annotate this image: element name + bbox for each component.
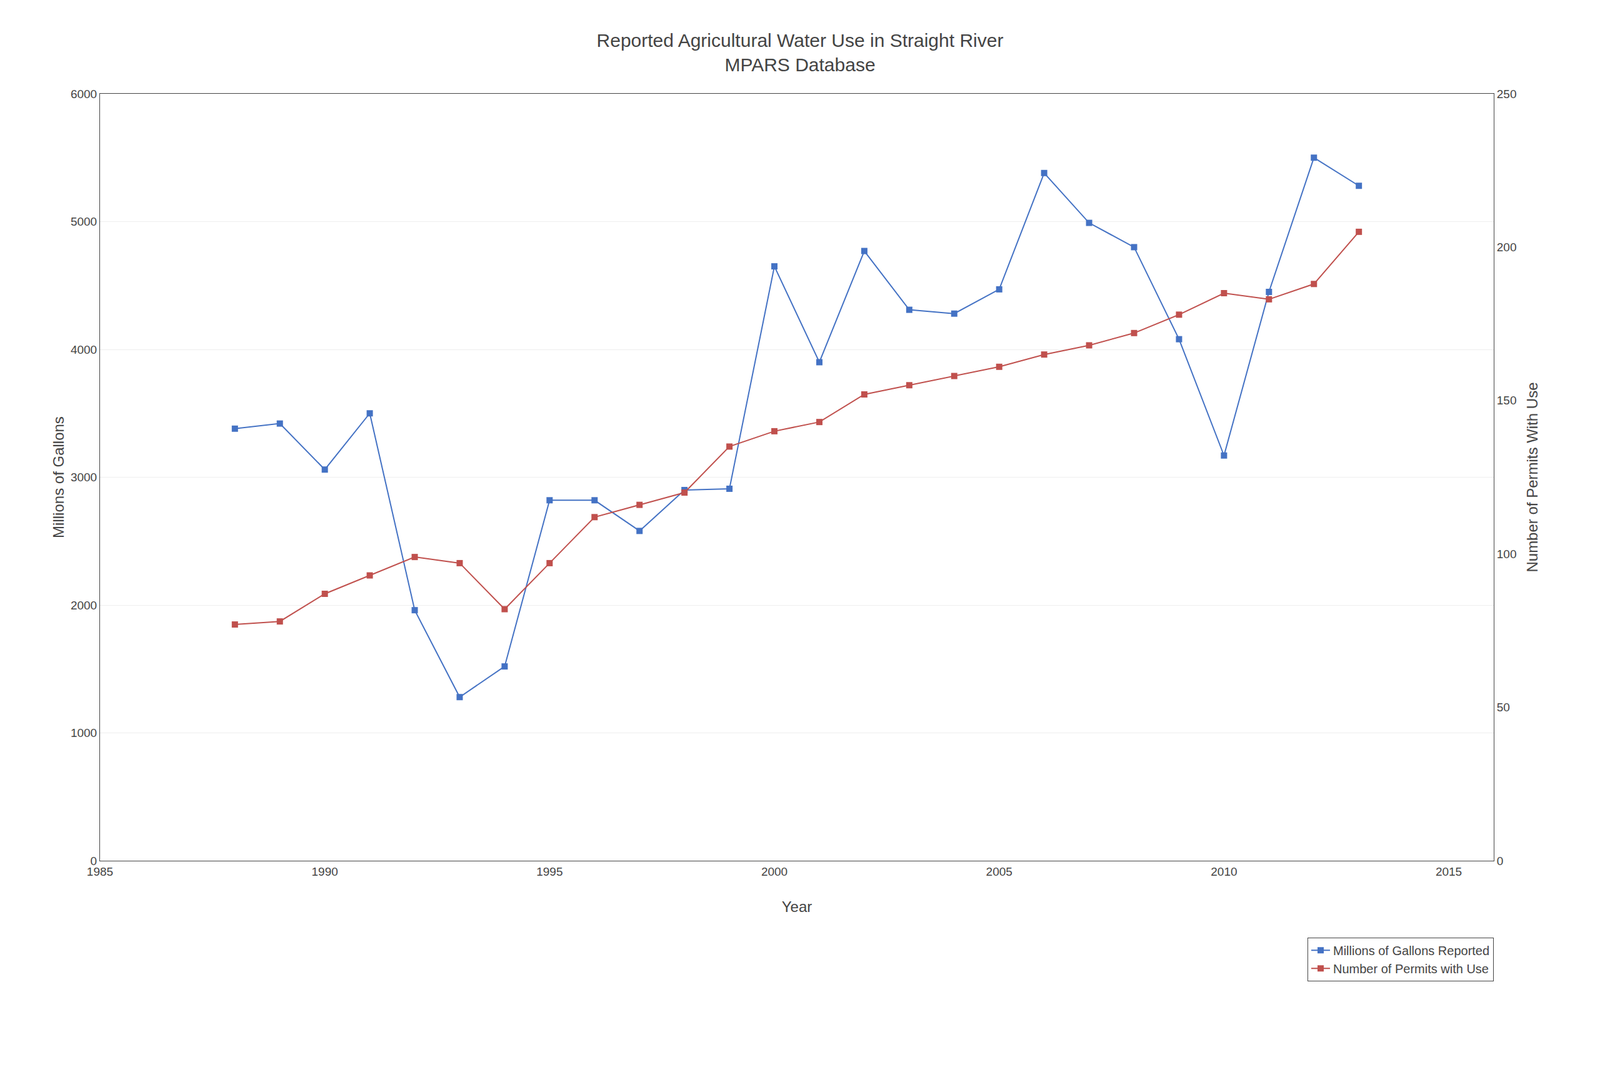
svg-text:6000: 6000 xyxy=(70,87,97,101)
svg-text:2000: 2000 xyxy=(70,598,97,612)
svg-text:2000: 2000 xyxy=(761,865,788,879)
svg-text:Millions of Gallons: Millions of Gallons xyxy=(50,416,67,539)
svg-text:Year: Year xyxy=(781,898,813,915)
svg-text:0: 0 xyxy=(1496,854,1504,868)
svg-text:1995: 1995 xyxy=(536,865,563,879)
svg-text:Number of Permits With Use: Number of Permits With Use xyxy=(1523,381,1541,572)
svg-text:3000: 3000 xyxy=(70,470,97,484)
svg-text:100: 100 xyxy=(1496,547,1517,561)
svg-text:200: 200 xyxy=(1496,240,1517,254)
svg-text:2005: 2005 xyxy=(986,865,1013,879)
svg-text:Reported Agricultural Water Us: Reported Agricultural Water Use in Strai… xyxy=(596,30,1004,75)
svg-text:50: 50 xyxy=(1496,700,1510,714)
svg-text:250: 250 xyxy=(1496,87,1517,101)
svg-text:5000: 5000 xyxy=(70,215,97,229)
svg-text:2015: 2015 xyxy=(1435,865,1462,879)
svg-text:1990: 1990 xyxy=(311,865,339,879)
svg-text:Millions of Gallons Reported: Millions of Gallons Reported xyxy=(1333,943,1490,958)
svg-text:4000: 4000 xyxy=(70,343,97,357)
svg-text:Number of Permits with Use: Number of Permits with Use xyxy=(1333,961,1489,976)
svg-text:0: 0 xyxy=(90,854,98,868)
svg-text:1985: 1985 xyxy=(86,865,114,879)
svg-text:2010: 2010 xyxy=(1210,865,1237,879)
svg-text:1000: 1000 xyxy=(70,726,97,740)
svg-text:150: 150 xyxy=(1496,393,1517,407)
